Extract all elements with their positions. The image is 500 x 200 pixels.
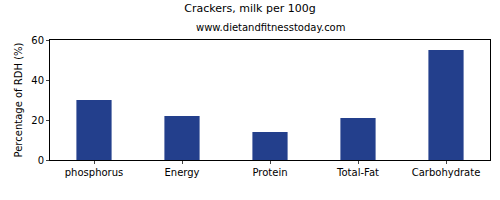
svg-text:Crackers, milk per 100g: Crackers, milk per 100g (184, 2, 315, 15)
svg-text:Protein: Protein (252, 167, 287, 178)
svg-text:phosphorus: phosphorus (65, 167, 123, 178)
svg-text:40: 40 (31, 75, 44, 86)
svg-text:Total-Fat: Total-Fat (336, 167, 379, 178)
svg-text:Carbohydrate: Carbohydrate (412, 167, 481, 178)
svg-text:Energy: Energy (164, 167, 199, 178)
svg-text:www.dietandfitnesstoday.com: www.dietandfitnesstoday.com (196, 22, 345, 33)
svg-text:0: 0 (38, 155, 44, 166)
svg-text:60: 60 (31, 35, 44, 46)
svg-text:Percentage of RDH (%): Percentage of RDH (%) (13, 42, 24, 157)
svg-text:20: 20 (31, 115, 44, 126)
